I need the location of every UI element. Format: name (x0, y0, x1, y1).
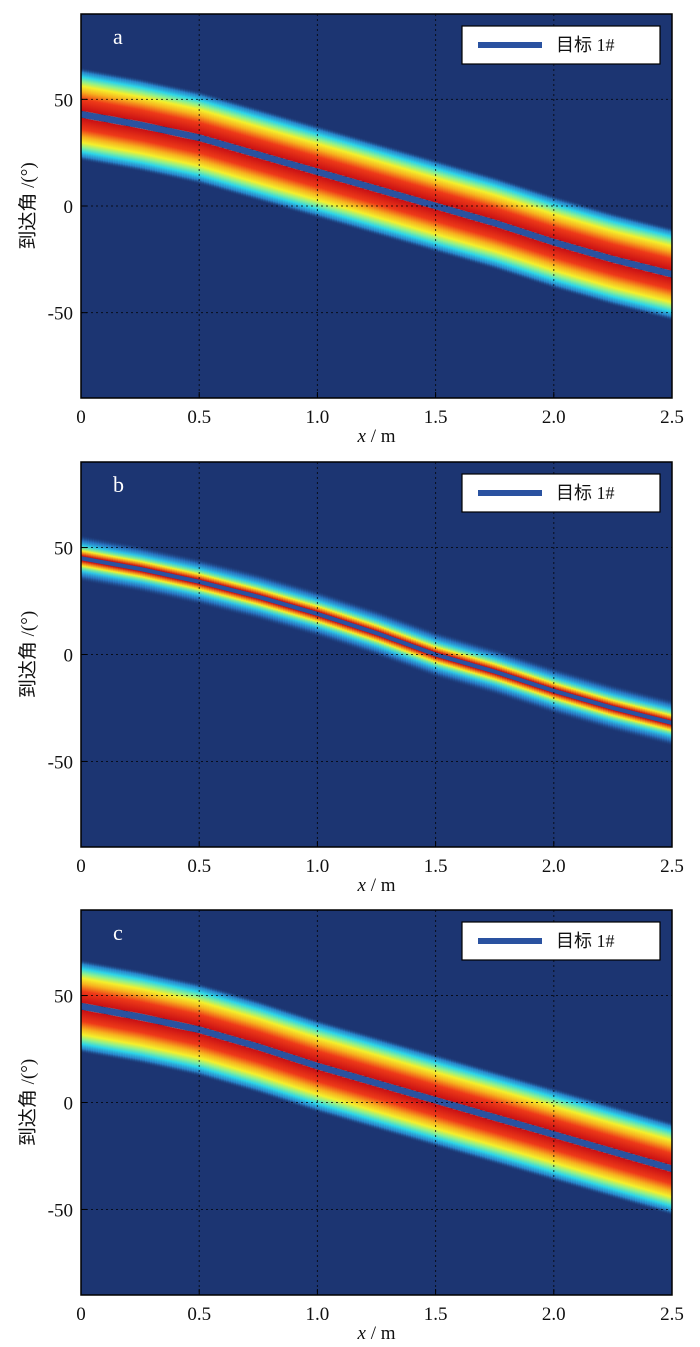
panel-a: 0 0.5 1.0 1.5 2.0 2.5 50 0 -50 x / m 到达角 /(°) a 目标 1… (17, 13, 684, 447)
y-axis-label: 到达角 /(°) (17, 1059, 39, 1146)
y-tick-label: -50 (48, 304, 73, 325)
legend: 目标 1# (461, 921, 661, 961)
x-tick-label: 2.5 (660, 856, 684, 877)
y-tick-label: 0 (64, 1094, 74, 1115)
panel-c: 0 0.5 1.0 1.5 2.0 2.5 50 0 -50 x / m 到达角 /(°) c 目标 1… (17, 909, 684, 1344)
x-axis-label-var: x (357, 875, 367, 896)
x-axis-label-unit: / m (366, 875, 396, 896)
y-tick-label: 0 (64, 197, 74, 218)
x-tick-label: 0.5 (187, 1304, 211, 1325)
x-tick-label: 1.5 (424, 1304, 448, 1325)
x-axis-label-var: x (357, 1323, 367, 1344)
y-axis-label: 到达角 /(°) (17, 162, 39, 249)
y-tick-label: 50 (54, 987, 73, 1008)
legend-entry-label: 目标 1# (556, 931, 615, 951)
x-tick-label: 2.5 (660, 1304, 684, 1325)
x-tick-label: 0 (76, 856, 86, 877)
panel-b: 0 0.5 1.0 1.5 2.0 2.5 50 0 -50 x / m 到达角 /(°) b 目标 1… (17, 461, 684, 896)
x-axis-label-unit: / m (366, 426, 396, 447)
series-line-target-1 (81, 111, 672, 278)
x-tick-label: 0.5 (187, 407, 211, 428)
x-tick-label: 2.0 (542, 407, 566, 428)
x-tick-label: 1.5 (424, 856, 448, 877)
x-tick-label: 0.5 (187, 856, 211, 877)
x-tick-label: 0 (76, 1304, 86, 1325)
x-tick-label: 0 (76, 407, 86, 428)
series-line-target-1 (81, 1003, 672, 1172)
series-line-target-1 (81, 556, 672, 725)
x-tick-label: 1.5 (424, 407, 448, 428)
x-tick-label: 2.0 (542, 1304, 566, 1325)
heatmap-area (81, 67, 672, 321)
panel-letter: b (113, 472, 124, 497)
y-tick-label: -50 (48, 752, 73, 773)
y-tick-label: -50 (48, 1200, 73, 1221)
x-tick-label: 2.0 (542, 856, 566, 877)
x-axis-label-var: x (357, 426, 367, 447)
x-tick-label: 2.5 (660, 407, 684, 428)
legend: 目标 1# (461, 25, 661, 65)
x-tick-label: 1.0 (306, 856, 330, 877)
heatmap-area (81, 534, 672, 747)
x-axis-label: x / m (357, 1323, 396, 1344)
y-tick-label: 50 (54, 90, 73, 111)
panel-letter: a (113, 24, 123, 49)
x-tick-label: 1.0 (306, 1304, 330, 1325)
legend: 目标 1# (461, 473, 661, 513)
legend-entry-label: 目标 1# (556, 483, 615, 503)
y-axis-label: 到达角 /(°) (17, 611, 39, 698)
x-axis-label-unit: / m (366, 1323, 396, 1344)
x-tick-label: 1.0 (306, 407, 330, 428)
heatmap-area (81, 959, 672, 1216)
y-tick-label: 50 (54, 539, 73, 560)
x-axis-label: x / m (357, 875, 396, 896)
panel-letter: c (113, 920, 123, 945)
y-tick-label: 0 (64, 646, 74, 667)
x-axis-label: x / m (357, 426, 396, 447)
legend-entry-label: 目标 1# (556, 35, 615, 55)
